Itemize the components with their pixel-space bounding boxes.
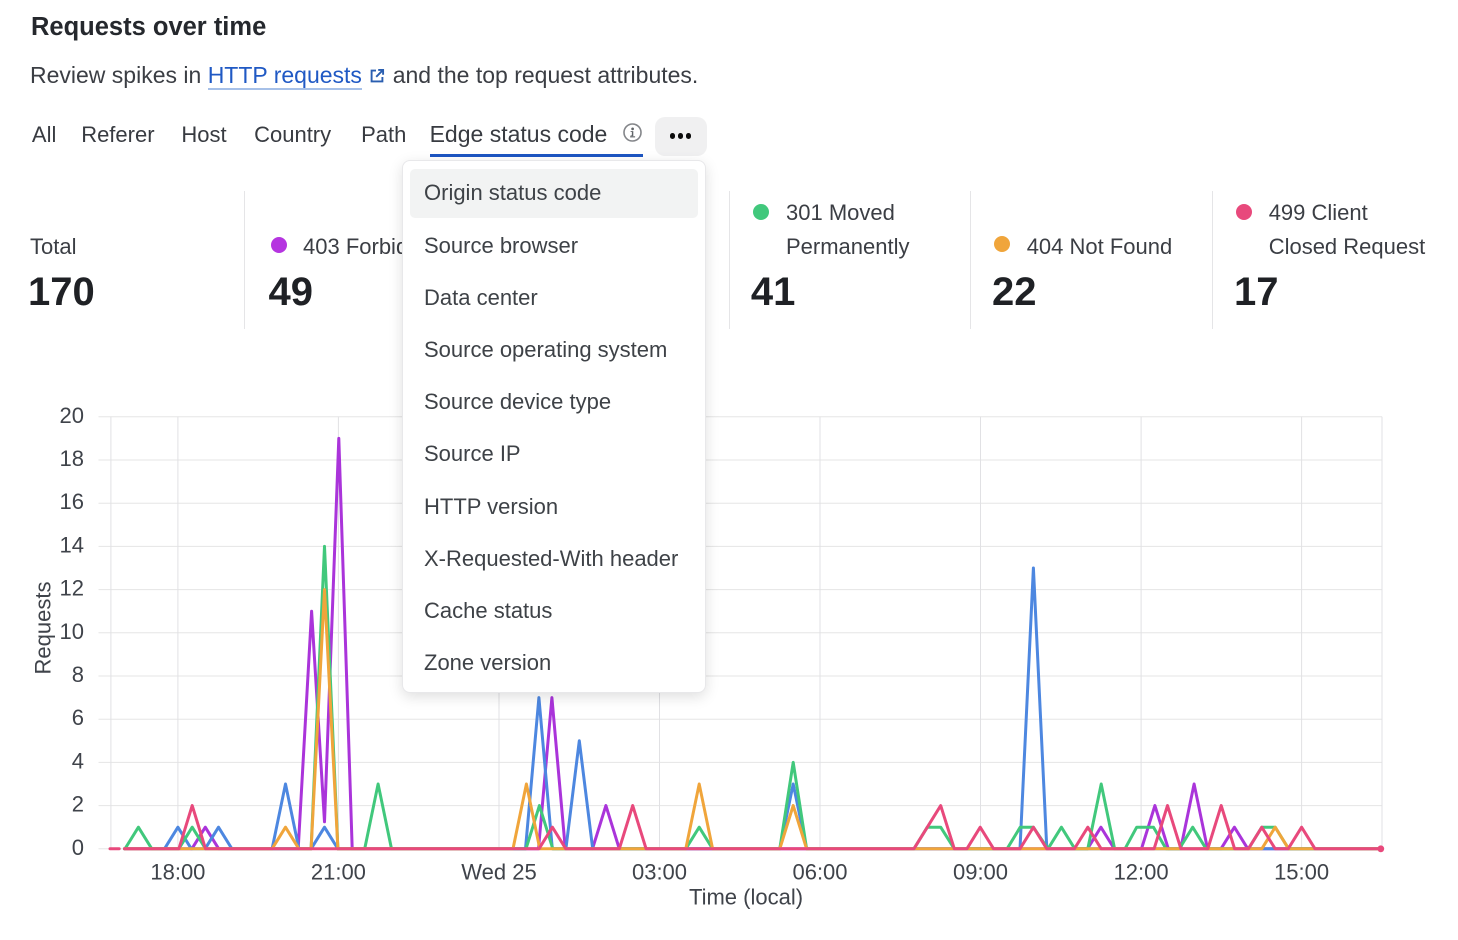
svg-text:18:00: 18:00	[150, 860, 205, 885]
svg-text:06:00: 06:00	[792, 860, 847, 885]
svg-text:16: 16	[60, 489, 84, 514]
svg-text:8: 8	[72, 662, 84, 687]
svg-text:Wed 25: Wed 25	[461, 860, 536, 885]
svg-text:4: 4	[72, 748, 84, 773]
svg-text:2: 2	[72, 792, 84, 817]
svg-text:09:00: 09:00	[953, 860, 1008, 885]
svg-text:10: 10	[60, 619, 84, 644]
svg-text:03:00: 03:00	[632, 860, 687, 885]
svg-text:Requests: Requests	[31, 582, 56, 675]
svg-text:6: 6	[72, 705, 84, 730]
svg-text:12: 12	[60, 576, 84, 601]
svg-text:18: 18	[60, 446, 84, 471]
svg-text:0: 0	[72, 835, 84, 860]
svg-text:14: 14	[60, 532, 84, 557]
svg-text:12:00: 12:00	[1114, 860, 1169, 885]
svg-text:21:00: 21:00	[311, 860, 366, 885]
svg-text:20: 20	[60, 403, 84, 428]
svg-text:Time (local): Time (local)	[689, 885, 803, 910]
svg-text:15:00: 15:00	[1274, 860, 1329, 885]
